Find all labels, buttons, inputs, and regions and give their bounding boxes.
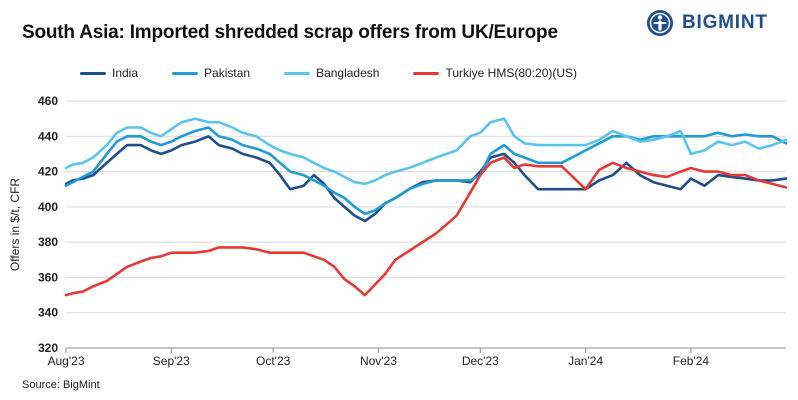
series-line-india <box>64 135 788 223</box>
chart-title: South Asia: Imported shredded scrap offe… <box>22 22 558 43</box>
legend-item-bangladesh: Bangladesh <box>284 66 379 80</box>
y-tick-label: 340 <box>38 306 58 320</box>
x-tick-label: Aug'23 <box>48 354 85 368</box>
legend-item-india: India <box>80 66 138 80</box>
x-tick-label: Feb'24 <box>673 354 710 368</box>
legend-label-india: India <box>112 66 139 80</box>
legend-item-pakistan: Pakistan <box>172 66 250 80</box>
y-tick-label: 320 <box>38 341 58 355</box>
x-tick-label: Sep'23 <box>153 354 190 368</box>
legend-swatch-turkiye <box>413 71 440 75</box>
chart-legend: India Pakistan Bangladesh Turkiye HMS(80… <box>80 65 611 81</box>
legend-swatch-india <box>80 71 106 75</box>
legend-swatch-pakistan <box>172 71 199 75</box>
y-tick-label: 460 <box>38 94 58 108</box>
source-note: Source: BigMint <box>22 379 100 391</box>
legend-label-pakistan: Pakistan <box>204 66 251 80</box>
y-tick-label: 360 <box>38 270 58 284</box>
bigmint-logo-text: BIGMINT <box>682 12 768 33</box>
series-line-bangladesh <box>64 117 788 186</box>
y-tick-label: 440 <box>38 129 58 143</box>
legend-label-bangladesh: Bangladesh <box>316 66 380 80</box>
y-tick-label: 400 <box>38 200 58 214</box>
y-axis-label: Offers in $/t, CFR <box>8 178 22 271</box>
y-tick-label: 380 <box>38 235 58 249</box>
legend-item-turkiye: Turkiye HMS(80:20)(US) <box>413 66 577 80</box>
legend-label-turkiye: Turkiye HMS(80:20)(US) <box>445 66 578 80</box>
series-line-turkiye-hms-80-20-us <box>64 156 788 297</box>
bigmint-logo-icon <box>647 10 673 36</box>
legend-swatch-bangladesh <box>284 71 311 75</box>
series-line-pakistan <box>64 126 788 216</box>
bigmint-logo: BIGMINT <box>646 6 792 40</box>
x-tick-label: Jan'24 <box>568 354 603 368</box>
x-tick-label: Oct'23 <box>256 354 291 368</box>
x-tick-label: Dec'23 <box>462 354 499 368</box>
x-tick-label: Nov'23 <box>360 354 397 368</box>
y-tick-label: 420 <box>38 165 58 179</box>
